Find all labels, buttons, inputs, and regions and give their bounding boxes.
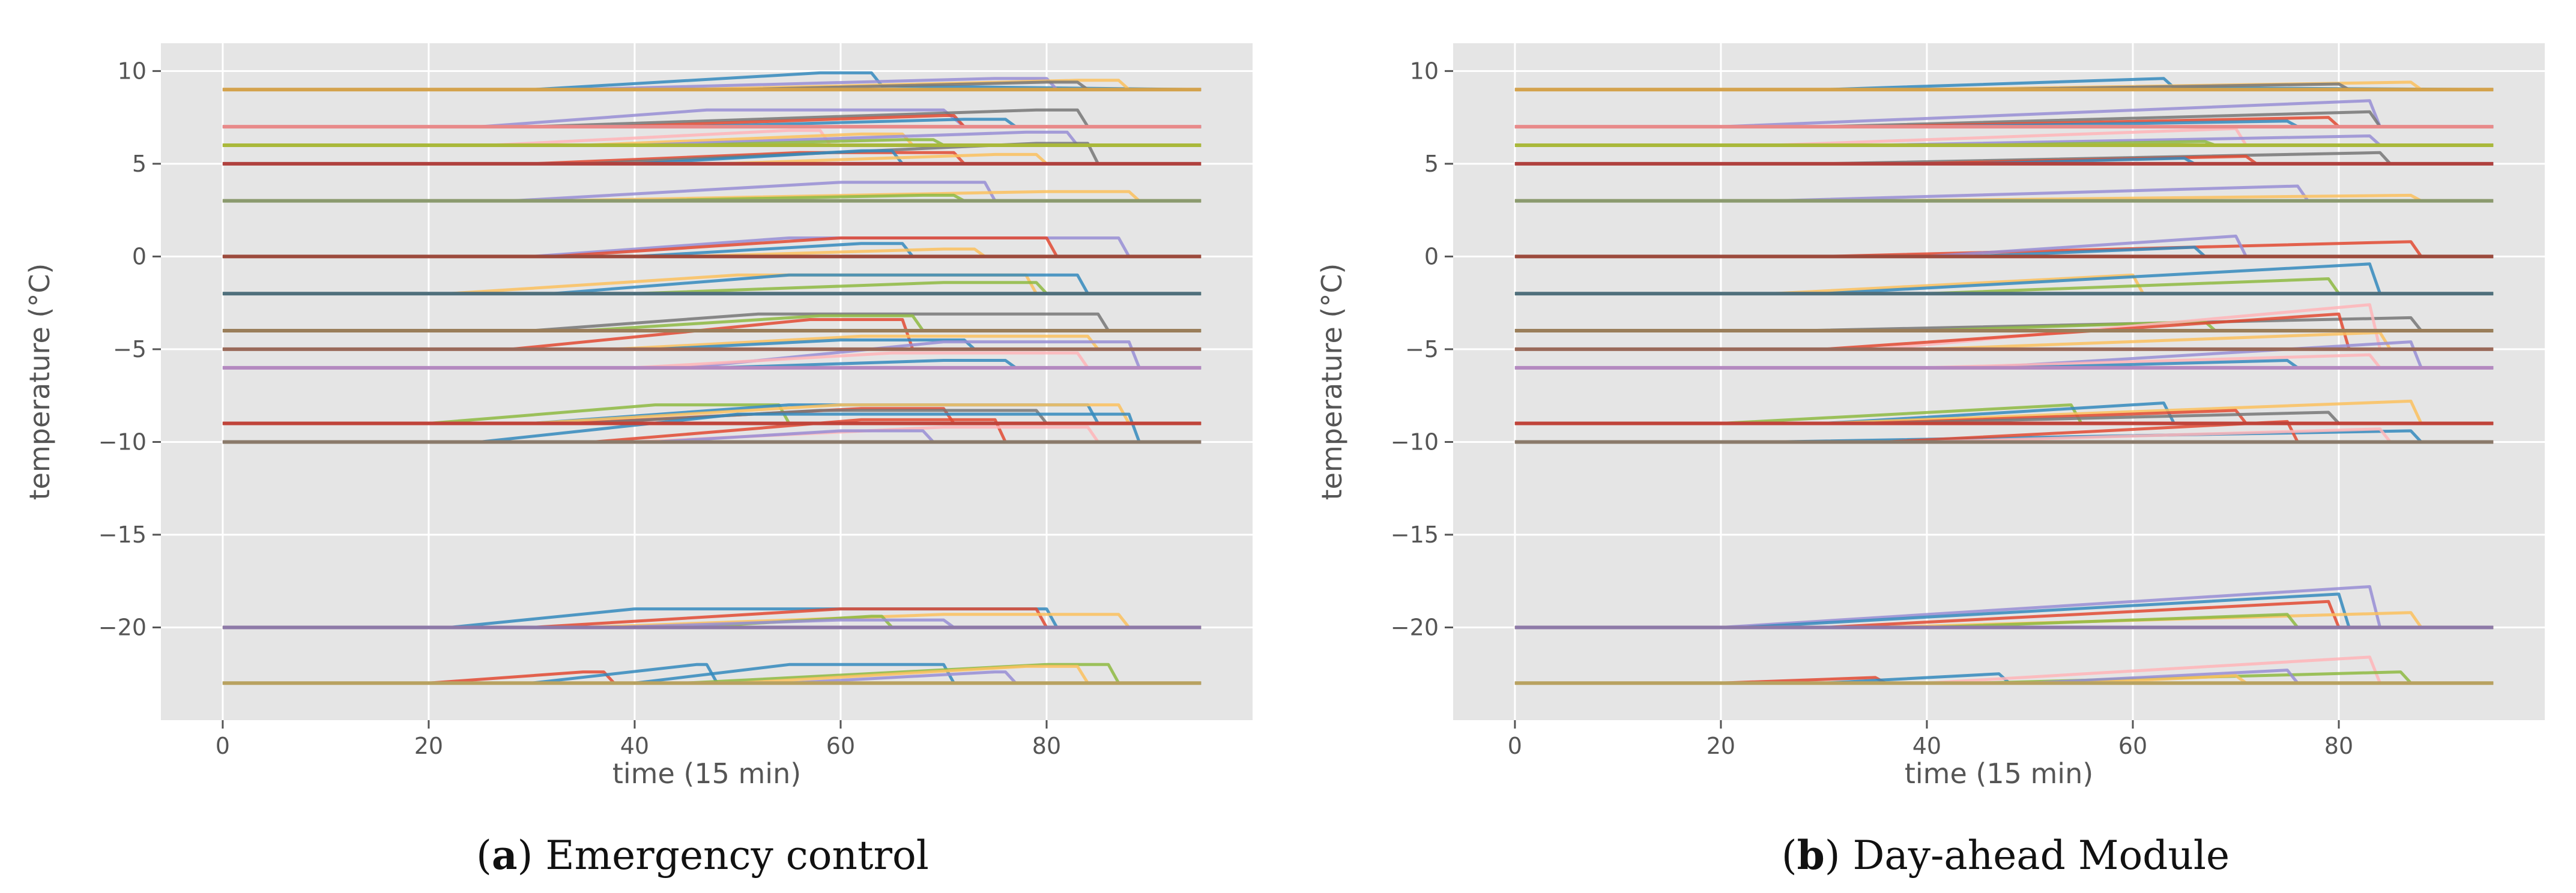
chart-b-y-tick-label: 0 [1424,243,1439,269]
chart-b-x-tick-label: 60 [2118,733,2147,759]
caption-b-text: Day-ahead Module [1853,832,2230,879]
caption-a-letter: a [492,832,518,879]
chart-b-x-tick-label: 40 [1912,733,1941,759]
caption-b: (b) Day-ahead Module [1782,832,2230,879]
chart-a-y-tick-label: −20 [98,614,147,640]
caption-a: (a) Emergency control [476,832,929,879]
chart-a-y-axis-label: temperature (°C) [23,263,56,501]
chart-a-y-tick-label: −15 [98,522,147,548]
chart-a-x-tick-label: 40 [620,733,649,759]
chart-b-y-tick-label: 5 [1424,151,1439,177]
chart-a-y-tick-label: 0 [132,243,147,269]
chart-a-y-tick-label: 5 [132,151,147,177]
chart-b-plot-area [1453,43,2545,720]
chart-a-x-tick-label: 60 [826,733,855,759]
chart-b-x-axis-label: time (15 min) [1905,757,2093,790]
chart-a-x-axis-label: time (15 min) [612,757,801,790]
chart-b-x-tick-label: 20 [1707,733,1735,759]
chart-b-y-tick-label: −15 [1391,522,1439,548]
caption-a-text: Emergency control [545,832,929,879]
chart-a-x-tick-label: 80 [1032,733,1061,759]
chart-b-x-tick-label: 80 [2324,733,2353,759]
chart-b-y-tick-label: −20 [1391,614,1439,640]
chart-b-y-tick-label: 10 [1410,58,1439,84]
panel-day-ahead-module: 0 20 40 60 80 10 5 0 −5 −10 −15 −20 time (15 min) tem… [1316,43,2545,790]
chart-b-y-tick-label: −10 [1391,428,1439,455]
chart-a-x-tick-label: 20 [414,733,443,759]
chart-b-x-tick-label: 0 [1508,733,1522,759]
chart-a-x-tick-label: 0 [216,733,230,759]
chart-a-y-tick-label: −5 [113,336,147,362]
chart-b-y-axis-label: temperature (°C) [1316,263,1348,501]
caption-b-letter: b [1797,832,1825,879]
chart-b-y-tick-label: −5 [1405,336,1439,362]
chart-a-y-tick-label: 10 [118,58,147,84]
chart-a-y-tick-label: −10 [98,428,147,455]
panel-emergency-control: 0 20 40 60 80 10 5 0 −5 −10 −15 −20 time (15 min) tem… [23,43,1253,790]
